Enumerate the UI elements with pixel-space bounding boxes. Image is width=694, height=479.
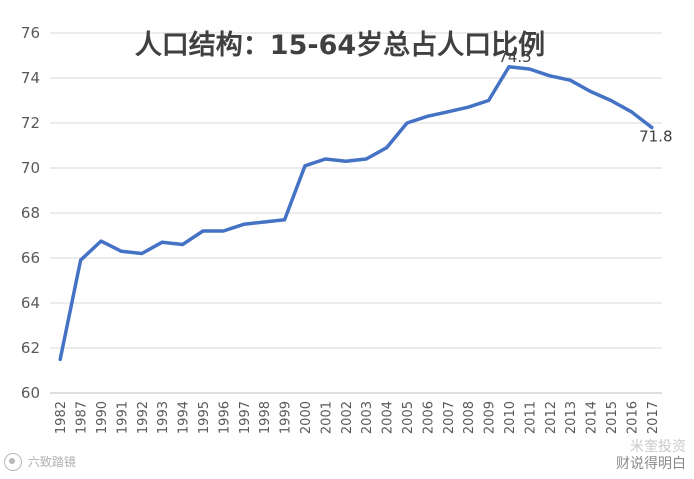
- x-tick-label: 2010: [503, 401, 518, 434]
- x-axis: 1982 1987 1990 1991 1992 1993 1994 1995 1996 1997…: [50, 392, 662, 434]
- y-tick-label: 72: [21, 114, 40, 132]
- y-tick-label: 66: [21, 249, 40, 267]
- data-point: [303, 164, 307, 168]
- x-tick-label: 1982: [54, 401, 69, 434]
- data-point: [262, 220, 266, 224]
- data-point: [283, 218, 287, 222]
- y-tick-label: 74: [21, 69, 40, 87]
- x-tick-label: 1987: [75, 401, 90, 434]
- data-label: 71.8: [639, 128, 672, 146]
- x-tick-label: 2009: [483, 401, 498, 434]
- data-point: [385, 146, 389, 150]
- watermark-left: 六致踏镜: [4, 453, 76, 471]
- data-point: [119, 249, 123, 253]
- x-tick-label: 2016: [625, 401, 640, 434]
- y-axis: 60 62 64 66 68 70 72 74 76: [21, 24, 40, 402]
- y-tick-label: 70: [21, 159, 40, 177]
- data-point: [446, 110, 450, 114]
- y-tick-label: 62: [21, 339, 40, 357]
- data-point: [364, 157, 368, 161]
- x-tick-label: 1991: [115, 401, 130, 434]
- x-tick-label: 1990: [95, 401, 110, 434]
- x-tick-label: 2001: [319, 401, 334, 434]
- data-point: [79, 258, 83, 262]
- x-tick-label: 2014: [585, 401, 600, 434]
- series-line: [58, 65, 654, 362]
- data-point: [589, 90, 593, 93]
- data-point: [99, 239, 103, 243]
- y-tick-label: 64: [21, 294, 40, 312]
- y-tick-label: 68: [21, 204, 40, 222]
- data-point: [425, 114, 429, 118]
- data-point: [221, 229, 225, 233]
- x-tick-label: 2015: [605, 401, 620, 434]
- data-point: [487, 99, 491, 102]
- x-tick-label: 1994: [177, 401, 192, 434]
- watermark-right-line2: 财说得明白: [616, 456, 686, 472]
- x-tick-label: 2005: [401, 401, 416, 434]
- data-labels: 74.5 71.8: [498, 48, 672, 146]
- x-tick-label: 2008: [462, 401, 477, 434]
- data-point: [405, 121, 409, 125]
- data-point: [201, 229, 205, 233]
- x-tick-label: 1997: [238, 401, 253, 434]
- data-point: [466, 105, 470, 109]
- x-tick-label: 1999: [279, 401, 294, 434]
- x-tick-label: 2013: [564, 401, 579, 434]
- series-population-ratio: [58, 65, 654, 362]
- x-tick-label: 2003: [360, 401, 375, 434]
- x-tick-label: 2012: [544, 401, 559, 434]
- data-point: [629, 110, 633, 114]
- grid-lines: [50, 32, 662, 394]
- data-point: [344, 159, 348, 163]
- chart-title: 人口结构：15-64岁总占人口比例: [135, 30, 545, 61]
- watermark-left-text: 六致踏镜: [27, 454, 76, 469]
- x-tick-label: 2017: [646, 401, 661, 434]
- y-tick-label: 60: [21, 384, 40, 402]
- x-tick-label: 2002: [340, 401, 355, 434]
- x-tick-label: 1998: [258, 401, 273, 434]
- x-tick-label: 2006: [421, 401, 436, 434]
- data-point: [609, 99, 613, 102]
- x-tick-label: 1996: [217, 401, 232, 434]
- data-point: [181, 243, 185, 246]
- x-tick-label: 1993: [156, 401, 171, 434]
- x-tick-label: 2011: [523, 401, 538, 434]
- data-point: [140, 252, 144, 255]
- data-point: [160, 240, 164, 244]
- x-tick-label: 1995: [197, 401, 212, 434]
- x-tick-label: 2000: [299, 401, 314, 434]
- watermark-right-line1: 米奎投资: [630, 439, 686, 455]
- data-point: [527, 67, 531, 71]
- data-point: [568, 78, 572, 82]
- data-point: [323, 157, 327, 161]
- x-tick-label: 2004: [381, 401, 396, 434]
- y-tick-label: 76: [21, 24, 40, 42]
- data-point: [548, 74, 552, 78]
- watermark-right: 米奎投资 财说得明白: [616, 439, 686, 473]
- x-tick-label: 2007: [442, 401, 457, 434]
- data-point: [507, 65, 511, 69]
- wechat-icon: [4, 453, 22, 471]
- data-point: [242, 222, 246, 226]
- data-point: [650, 126, 654, 129]
- x-tick-label: 1992: [136, 401, 151, 434]
- data-label: 74.5: [498, 48, 531, 66]
- data-point: [58, 357, 62, 361]
